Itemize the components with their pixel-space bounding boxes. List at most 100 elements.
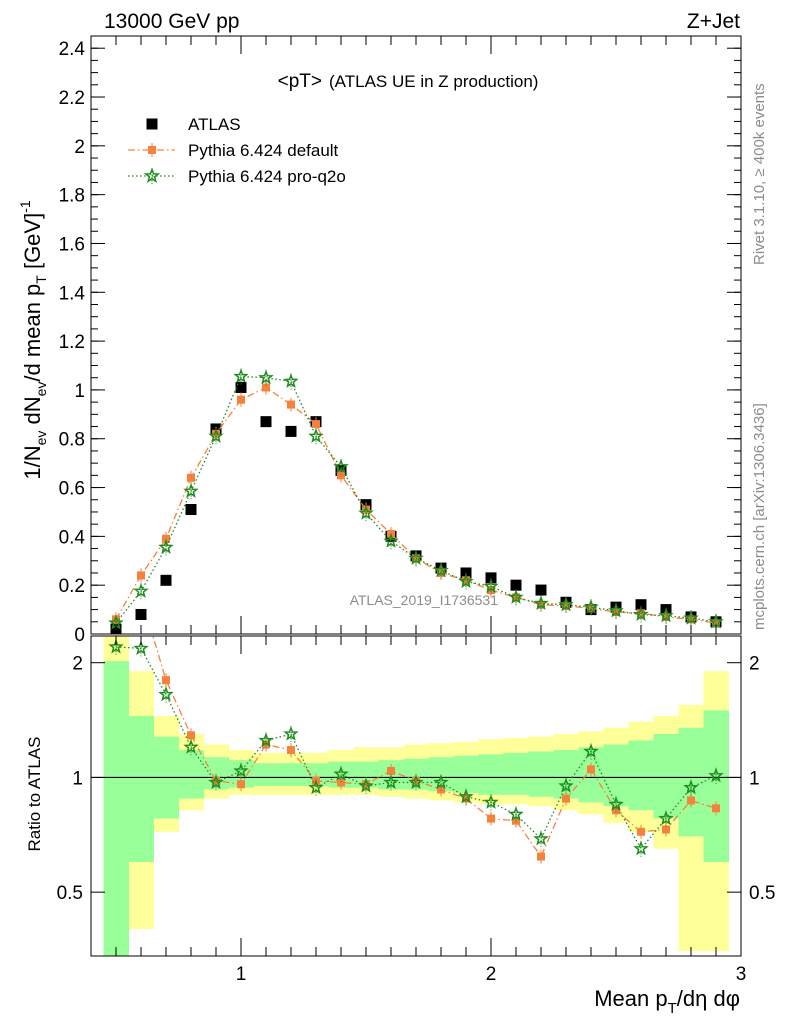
data-point (633, 606, 649, 622)
data-point (162, 534, 170, 543)
uncertainty-band-green (453, 755, 479, 794)
main-data-layer (108, 368, 724, 634)
data-point (187, 731, 195, 740)
data-point (687, 796, 695, 805)
data-point (587, 765, 595, 774)
data-point (683, 609, 699, 625)
uncertainty-band-green (503, 752, 529, 795)
data-point (712, 804, 720, 813)
uncertainty-band-green (278, 763, 304, 786)
data-point (287, 746, 295, 755)
data-point (487, 586, 495, 595)
data-point (308, 779, 324, 795)
data-point (133, 583, 149, 598)
data-point (283, 725, 299, 741)
data-point (260, 416, 272, 428)
data-point (187, 473, 195, 482)
data-point (133, 640, 149, 656)
series-line (115, 386, 717, 624)
ratio-y-tick-label: 1 (72, 768, 83, 789)
uncertainty-band-green (478, 754, 504, 795)
data-point (485, 572, 497, 584)
data-point (562, 794, 570, 803)
data-point (183, 739, 199, 754)
data-point (283, 373, 299, 388)
x-tick-label: 1 (236, 964, 247, 985)
data-point (612, 806, 620, 815)
legend-label: Pythia 6.424 default (188, 141, 339, 160)
data-point (608, 602, 624, 618)
y-tick-label: 1.4 (59, 283, 86, 304)
rivet-version-text: Rivet 3.1.10, ≥ 400k events (751, 83, 768, 265)
ratio-series-pythia-6-424-pro-q2o (108, 638, 724, 857)
data-point (258, 369, 274, 385)
data-point (212, 429, 220, 438)
data-point (533, 595, 549, 611)
uncertainty-band-green (103, 661, 129, 956)
data-point (387, 766, 395, 775)
data-point (183, 483, 199, 498)
x-tick-label: 3 (736, 964, 747, 985)
data-point (583, 599, 599, 614)
y-tick-label: 1.6 (59, 234, 85, 255)
legend-entry: Pythia 6.424 default (128, 141, 339, 160)
ratio-y-tick-label: 2 (72, 654, 83, 675)
data-point (108, 638, 124, 654)
data-point (483, 794, 499, 809)
data-point (237, 395, 245, 404)
ratio-y-tick-label: 1 (749, 768, 760, 789)
data-point (337, 778, 345, 787)
data-point (510, 579, 522, 591)
mcplots-source-text: mcplots.cern.ch [arXiv:1306.3436] (751, 403, 768, 630)
data-point (135, 608, 147, 620)
data-point (533, 830, 549, 846)
data-point (460, 567, 472, 579)
data-point (143, 167, 161, 184)
ratio-axes: 0.5 0.5 1 1 2 2 1 2 3 (57, 635, 775, 985)
legend-entry: ATLAS (146, 115, 241, 134)
data-point (258, 732, 274, 748)
data-point (608, 796, 624, 811)
data-point (285, 425, 297, 437)
data-point (483, 578, 499, 594)
data-point (337, 471, 345, 480)
data-point (333, 766, 349, 781)
y-tick-label: 1.2 (59, 332, 85, 353)
y-tick-label: 0.8 (59, 430, 85, 451)
data-point (458, 573, 474, 589)
uncertainty-band-green (178, 750, 204, 799)
data-point (558, 777, 574, 793)
data-point (683, 779, 699, 795)
legend: ATLAS Pythia 6.424 default Pythia 6.424 pr… (128, 115, 346, 186)
data-point (208, 774, 224, 790)
ratio-y-tick-label: 0.5 (57, 883, 83, 904)
y-tick-label: 1 (74, 381, 85, 402)
data-point (708, 767, 724, 783)
legend-label: ATLAS (188, 115, 241, 134)
legend-entry: Pythia 6.424 pro-q2o (128, 167, 346, 186)
data-point (635, 599, 647, 611)
energy-label: 13000 GeV pp (104, 10, 239, 33)
data-point (633, 840, 649, 856)
data-point (160, 574, 172, 586)
data-point (287, 400, 295, 409)
series-pythia-6-424-pro-q2o (108, 368, 724, 632)
data-point (208, 428, 224, 443)
main-axes: 0 0.2 0.4 0.6 0.8 1 1.2 1.4 1.6 1.8 2 2.2 2.4 (59, 35, 742, 646)
ratio-y-tick-label: 0.5 (749, 883, 775, 904)
uncertainty-band-green (253, 763, 279, 786)
data-point (458, 788, 474, 804)
data-point (558, 596, 574, 612)
data-point (312, 420, 320, 429)
data-point (162, 676, 170, 685)
data-point (233, 762, 249, 778)
data-point (358, 777, 374, 793)
y-tick-label: 1.8 (59, 186, 85, 207)
data-point (235, 381, 247, 393)
data-point (148, 146, 156, 154)
uncertainty-band-green (528, 751, 554, 797)
svg-text:1/Nev dNev/d mean pT [GeV]-1: 1/Nev dNev/d mean pT [GeV]-1 (17, 200, 49, 480)
data-point (408, 774, 424, 790)
data-point (508, 806, 524, 821)
ratio-y-axis-label: Ratio to ATLAS (25, 737, 44, 852)
